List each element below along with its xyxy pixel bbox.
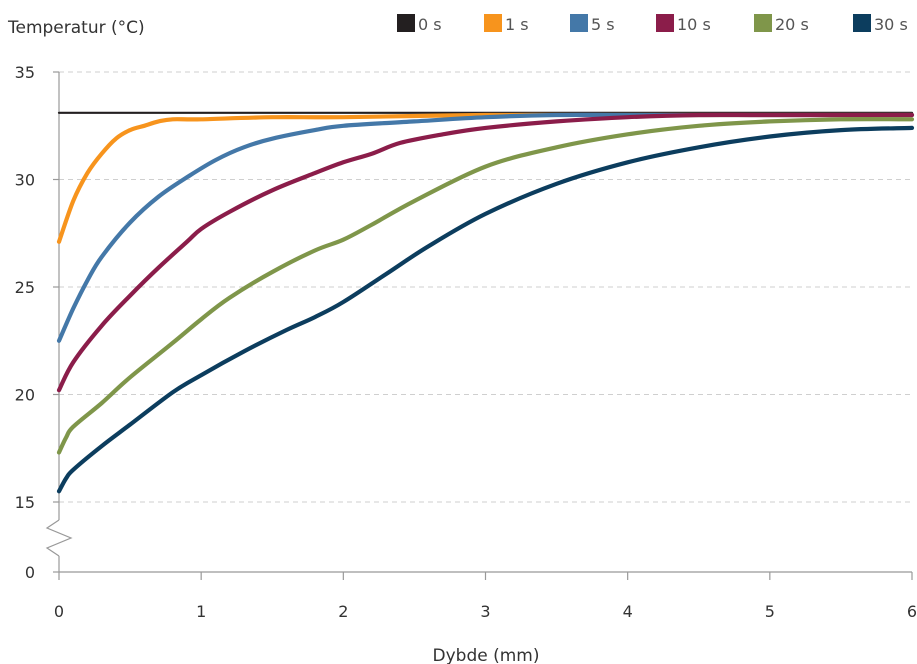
x-tick-label: 6 [907, 602, 917, 621]
legend-swatch-0s [397, 14, 415, 32]
legend-swatch-30s [853, 14, 871, 32]
series-line-10s [56, 112, 915, 393]
legend-swatch-20s [754, 14, 772, 32]
y-axis-break-icon [45, 519, 73, 557]
legend-label: 30 s [874, 15, 908, 34]
x-tick-label: 4 [623, 602, 633, 621]
x-tick-label: 5 [765, 602, 775, 621]
series-line-30s [56, 125, 915, 494]
x-tick-label: 3 [480, 602, 490, 621]
y-axis-label: Temperatur (°C) [7, 18, 145, 38]
y-tick-label: 0 [25, 563, 35, 582]
axes: 0 15 20 25 30 35 0 1 2 3 4 5 6 [15, 63, 917, 621]
y-tick-label: 15 [15, 493, 35, 512]
y-tick-label: 35 [15, 63, 35, 82]
x-tick-label: 1 [196, 602, 206, 621]
legend: 0 s 1 s 5 s 10 s 20 s 30 s [397, 14, 908, 34]
legend-label: 20 s [775, 15, 809, 34]
series-line-20s [56, 117, 915, 455]
grid [59, 71, 912, 503]
series-lines [56, 111, 915, 494]
series-line-5s [56, 112, 915, 343]
legend-label: 5 s [591, 15, 615, 34]
legend-label: 1 s [505, 15, 529, 34]
x-tick-label: 2 [338, 602, 348, 621]
y-tick-label: 20 [15, 386, 35, 405]
x-axis-label: Dybde (mm) [433, 646, 540, 664]
y-tick-label: 30 [15, 171, 35, 190]
legend-swatch-1s [484, 14, 502, 32]
y-tick-label: 25 [15, 278, 35, 297]
x-tick-label: 0 [54, 602, 64, 621]
legend-swatch-10s [656, 14, 674, 32]
legend-label: 10 s [677, 15, 711, 34]
legend-swatch-5s [570, 14, 588, 32]
legend-label: 0 s [418, 15, 442, 34]
